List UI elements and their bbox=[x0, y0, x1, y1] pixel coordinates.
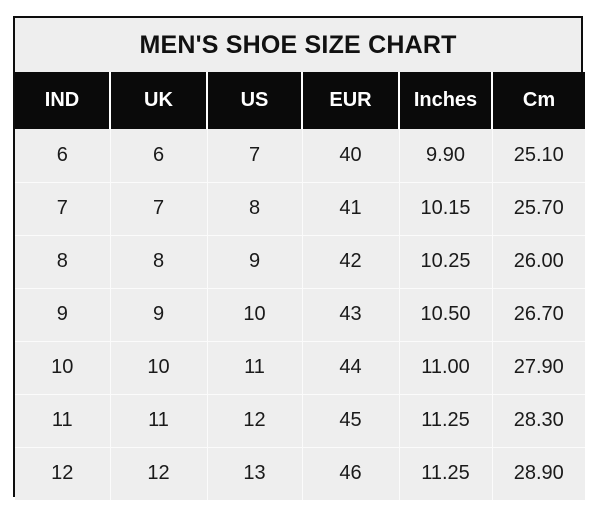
cell-ind: 9 bbox=[15, 288, 111, 342]
column-header-inches: Inches bbox=[399, 72, 493, 129]
cell-inches: 10.25 bbox=[399, 235, 493, 289]
cell-uk: 6 bbox=[110, 129, 208, 183]
column-header-eur: EUR bbox=[302, 72, 400, 129]
table-row: 7 7 8 41 10.15 25.70 bbox=[15, 182, 585, 236]
cell-ind: 12 bbox=[15, 447, 111, 500]
cell-cm: 28.90 bbox=[492, 447, 585, 500]
cell-inches: 11.00 bbox=[399, 341, 493, 395]
cell-inches: 11.25 bbox=[399, 394, 493, 448]
cell-eur: 41 bbox=[302, 182, 400, 236]
cell-cm: 26.00 bbox=[492, 235, 585, 289]
cell-uk: 7 bbox=[110, 182, 208, 236]
cell-eur: 44 bbox=[302, 341, 400, 395]
cell-inches: 11.25 bbox=[399, 447, 493, 500]
cell-cm: 25.10 bbox=[492, 129, 585, 183]
cell-eur: 46 bbox=[302, 447, 400, 500]
cell-uk: 10 bbox=[110, 341, 208, 395]
table-body: 6 6 7 40 9.90 25.10 7 7 8 41 10.15 25.70… bbox=[15, 129, 585, 500]
chart-title-row: MEN'S SHOE SIZE CHART bbox=[15, 18, 581, 72]
cell-cm: 26.70 bbox=[492, 288, 585, 342]
cell-ind: 8 bbox=[15, 235, 111, 289]
size-chart-table-frame: MEN'S SHOE SIZE CHART IND UK US EUR Inch… bbox=[13, 16, 585, 500]
column-header-us: US bbox=[207, 72, 303, 129]
table-row: 12 12 13 46 11.25 28.90 bbox=[15, 447, 585, 500]
cell-eur: 42 bbox=[302, 235, 400, 289]
cell-eur: 45 bbox=[302, 394, 400, 448]
table-row: 8 8 9 42 10.25 26.00 bbox=[15, 235, 585, 289]
table-row: 9 9 10 43 10.50 26.70 bbox=[15, 288, 585, 342]
cell-ind: 11 bbox=[15, 394, 111, 448]
cell-ind: 10 bbox=[15, 341, 111, 395]
cell-eur: 40 bbox=[302, 129, 400, 183]
cell-uk: 8 bbox=[110, 235, 208, 289]
cell-us: 8 bbox=[207, 182, 303, 236]
shoe-size-table: IND UK US EUR Inches Cm 6 6 7 40 9.90 25… bbox=[15, 72, 585, 500]
cell-inches: 10.15 bbox=[399, 182, 493, 236]
page-title: MEN'S SHOE SIZE CHART bbox=[139, 30, 457, 59]
column-header-ind: IND bbox=[15, 72, 111, 129]
cell-us: 12 bbox=[207, 394, 303, 448]
cell-us: 9 bbox=[207, 235, 303, 289]
cell-cm: 27.90 bbox=[492, 341, 585, 395]
header-row: IND UK US EUR Inches Cm bbox=[15, 72, 585, 129]
cell-ind: 6 bbox=[15, 129, 111, 183]
column-header-uk: UK bbox=[110, 72, 208, 129]
column-header-cm: Cm bbox=[492, 72, 585, 129]
cell-uk: 12 bbox=[110, 447, 208, 500]
cell-us: 13 bbox=[207, 447, 303, 500]
cell-us: 10 bbox=[207, 288, 303, 342]
cell-uk: 11 bbox=[110, 394, 208, 448]
table-row: 11 11 12 45 11.25 28.30 bbox=[15, 394, 585, 448]
cell-eur: 43 bbox=[302, 288, 400, 342]
cell-inches: 9.90 bbox=[399, 129, 493, 183]
cell-us: 11 bbox=[207, 341, 303, 395]
cell-us: 7 bbox=[207, 129, 303, 183]
table-row: 10 10 11 44 11.00 27.90 bbox=[15, 341, 585, 395]
cell-uk: 9 bbox=[110, 288, 208, 342]
cell-cm: 25.70 bbox=[492, 182, 585, 236]
table-header: IND UK US EUR Inches Cm bbox=[15, 72, 585, 129]
table-row: 6 6 7 40 9.90 25.10 bbox=[15, 129, 585, 183]
cell-ind: 7 bbox=[15, 182, 111, 236]
cell-cm: 28.30 bbox=[492, 394, 585, 448]
cell-inches: 10.50 bbox=[399, 288, 493, 342]
